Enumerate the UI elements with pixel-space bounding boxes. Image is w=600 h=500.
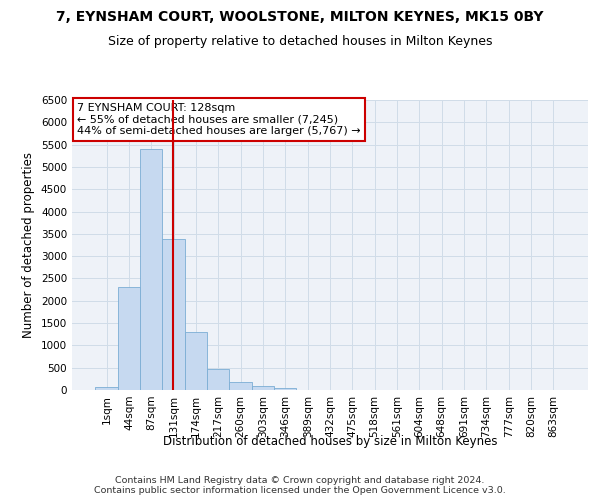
Text: Size of property relative to detached houses in Milton Keynes: Size of property relative to detached ho… xyxy=(108,35,492,48)
Y-axis label: Number of detached properties: Number of detached properties xyxy=(22,152,35,338)
Bar xyxy=(118,288,140,390)
Bar xyxy=(163,239,185,390)
Bar xyxy=(229,382,252,390)
Bar xyxy=(140,149,163,390)
Text: Contains HM Land Registry data © Crown copyright and database right 2024.
Contai: Contains HM Land Registry data © Crown c… xyxy=(94,476,506,495)
Bar xyxy=(185,332,207,390)
Text: 7 EYNSHAM COURT: 128sqm
← 55% of detached houses are smaller (7,245)
44% of semi: 7 EYNSHAM COURT: 128sqm ← 55% of detache… xyxy=(77,103,361,136)
Bar xyxy=(252,386,274,390)
Text: Distribution of detached houses by size in Milton Keynes: Distribution of detached houses by size … xyxy=(163,435,497,448)
Bar xyxy=(274,388,296,390)
Bar xyxy=(207,368,229,390)
Text: 7, EYNSHAM COURT, WOOLSTONE, MILTON KEYNES, MK15 0BY: 7, EYNSHAM COURT, WOOLSTONE, MILTON KEYN… xyxy=(56,10,544,24)
Bar xyxy=(95,386,118,390)
